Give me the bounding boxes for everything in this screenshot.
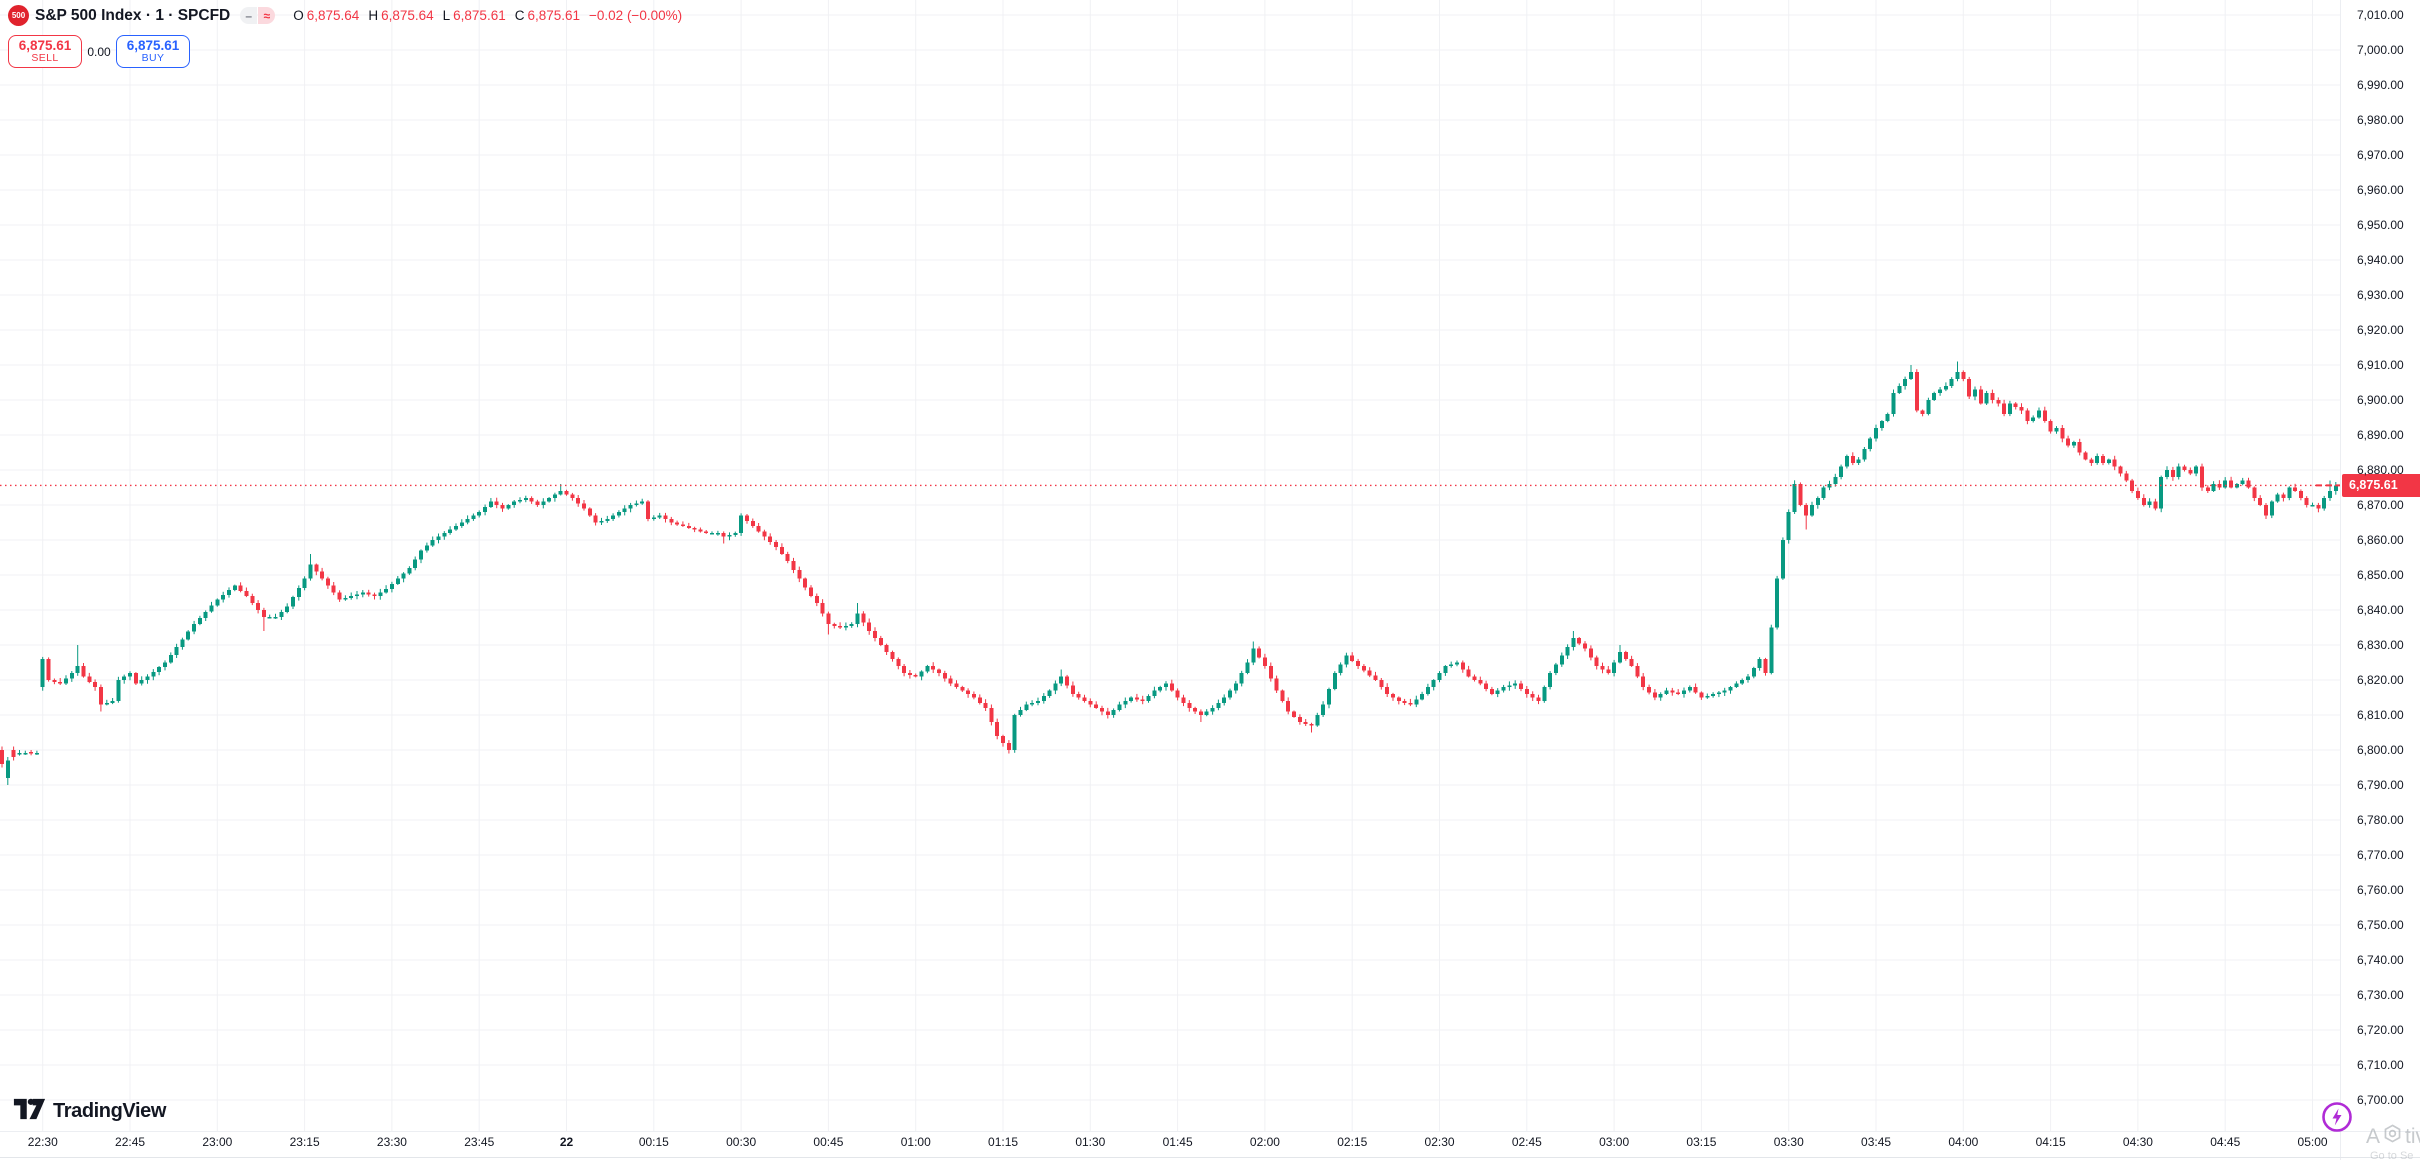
bottom-divider <box>0 1157 2420 1158</box>
price-tick-label: 6,760.00 <box>2357 883 2404 897</box>
high-value: 6,875.64 <box>381 8 434 23</box>
sp500-badge-icon: 500 <box>8 5 29 26</box>
ohlc-readout: O 6,875.64 H 6,875.64 L 6,875.61 C 6,875… <box>287 8 682 23</box>
time-tick-label: 23:15 <box>289 1135 320 1149</box>
price-tick-label: 6,730.00 <box>2357 988 2404 1002</box>
buy-label: BUY <box>141 52 165 65</box>
time-tick-label: 22:30 <box>27 1135 58 1149</box>
symbol-legend: 500 S&P 500 Index · 1 · SPCFD – ≈ O 6,87… <box>8 5 682 26</box>
price-tick-label: 6,990.00 <box>2357 78 2404 92</box>
time-tick-label: 03:30 <box>1773 1135 1804 1149</box>
price-tick-label: 6,780.00 <box>2357 813 2404 827</box>
close-value: 6,875.61 <box>527 8 581 23</box>
open-value: 6,875.64 <box>306 8 360 23</box>
time-tick-label: 23:00 <box>202 1135 233 1149</box>
price-tick-label: 6,960.00 <box>2357 183 2404 197</box>
time-tick-label: 03:00 <box>1599 1135 1630 1149</box>
activate-watermark: A tiva <box>2366 1124 2420 1149</box>
symbol-title[interactable]: S&P 500 Index · 1 · SPCFD <box>35 6 231 24</box>
time-tick-label: 04:15 <box>2035 1135 2066 1149</box>
close-label: C <box>514 8 525 23</box>
legend-chips: – ≈ <box>240 7 276 24</box>
minimize-chip-icon[interactable]: – <box>240 7 258 24</box>
buy-price: 6,875.61 <box>126 37 180 53</box>
tradingview-logo-mark-icon <box>13 1096 46 1127</box>
time-tick-label: 00:30 <box>726 1135 757 1149</box>
time-tick-label: 05:00 <box>2297 1135 2328 1149</box>
price-tick-label: 6,750.00 <box>2357 918 2404 932</box>
price-tick-label: 6,890.00 <box>2357 428 2404 442</box>
time-tick-label: 22 <box>559 1135 574 1149</box>
time-tick-label: 03:45 <box>1861 1135 1892 1149</box>
time-tick-label: 00:15 <box>638 1135 669 1149</box>
time-tick-label: 23:45 <box>464 1135 495 1149</box>
time-tick-label: 01:45 <box>1162 1135 1193 1149</box>
low-label: L <box>442 8 451 23</box>
buy-button[interactable]: 6,875.61 BUY <box>116 35 190 68</box>
time-tick-label: 23:30 <box>376 1135 407 1149</box>
price-tick-label: 6,800.00 <box>2357 743 2404 757</box>
time-tick-label: 01:15 <box>988 1135 1019 1149</box>
time-tick-label: 04:00 <box>1948 1135 1979 1149</box>
price-axis[interactable]: 6,875.61 6,700.00 6,710.00 6,720.00 6,730.0… <box>2340 0 2420 1160</box>
price-tick-label: 6,940.00 <box>2357 253 2404 267</box>
price-tick-label: 6,850.00 <box>2357 568 2404 582</box>
spread-value: 0.00 <box>87 44 111 59</box>
price-tick-label: 6,870.00 <box>2357 498 2404 512</box>
price-tick-label: 6,920.00 <box>2357 323 2404 337</box>
time-tick-label: 22:45 <box>115 1135 146 1149</box>
current-price-label: 6,875.61 <box>2342 473 2420 497</box>
sell-price: 6,875.61 <box>18 37 72 53</box>
price-tick-label: 6,740.00 <box>2357 953 2404 967</box>
time-tick-label: 01:00 <box>900 1135 931 1149</box>
time-tick-label: 02:00 <box>1249 1135 1280 1149</box>
time-tick-label: 01:30 <box>1075 1135 1106 1149</box>
sell-label: SELL <box>31 52 59 65</box>
price-tick-label: 6,830.00 <box>2357 638 2404 652</box>
price-tick-label: 7,000.00 <box>2357 43 2404 57</box>
lightning-icon[interactable] <box>2320 1100 2354 1134</box>
price-tick-label: 6,790.00 <box>2357 778 2404 792</box>
activate-watermark-line2: Go to Se <box>2370 1150 2414 1160</box>
price-tick-label: 6,840.00 <box>2357 603 2404 617</box>
time-tick-label: 04:30 <box>2122 1135 2153 1149</box>
price-tick-label: 6,700.00 <box>2357 1093 2404 1107</box>
price-tick-label: 6,820.00 <box>2357 673 2404 687</box>
price-tick-label: 6,880.00 <box>2357 463 2404 477</box>
price-tick-label: 6,980.00 <box>2357 113 2404 127</box>
price-tick-label: 6,900.00 <box>2357 393 2404 407</box>
price-tick-label: 6,930.00 <box>2357 288 2404 302</box>
sell-button[interactable]: 6,875.61 SELL <box>8 35 82 68</box>
tradingview-logo-text: TradingView <box>53 1100 167 1122</box>
price-tick-label: 6,970.00 <box>2357 148 2404 162</box>
price-tick-label: 6,950.00 <box>2357 218 2404 232</box>
change-value: −0.02 (−0.00%) <box>589 8 683 23</box>
time-tick-label: 03:15 <box>1686 1135 1717 1149</box>
price-tick-label: 6,910.00 <box>2357 358 2404 372</box>
price-tick-label: 6,810.00 <box>2357 708 2404 722</box>
time-tick-label: 02:15 <box>1337 1135 1368 1149</box>
time-tick-label: 04:45 <box>2210 1135 2241 1149</box>
order-panel: 6,875.61 SELL 0.00 6,875.61 BUY <box>8 35 190 68</box>
price-tick-label: 6,710.00 <box>2357 1058 2404 1072</box>
time-tick-label: 00:45 <box>813 1135 844 1149</box>
open-label: O <box>293 8 304 23</box>
time-tick-label: 02:45 <box>1511 1135 1542 1149</box>
price-tick-label: 7,010.00 <box>2357 8 2404 22</box>
low-value: 6,875.61 <box>453 8 506 23</box>
time-axis[interactable]: 22:30 22:45 23:00 23:15 23:30 23:45 22 00:15 00:… <box>0 1131 2420 1160</box>
approx-chip-icon[interactable]: ≈ <box>258 7 276 24</box>
price-tick-label: 6,770.00 <box>2357 848 2404 862</box>
high-label: H <box>368 8 379 23</box>
gear-icon <box>2383 1124 2402 1149</box>
time-tick-label: 02:30 <box>1424 1135 1455 1149</box>
price-tick-label: 6,720.00 <box>2357 1023 2404 1037</box>
price-tick-label: 6,860.00 <box>2357 533 2404 547</box>
tradingview-logo[interactable]: TradingView <box>13 1096 166 1127</box>
